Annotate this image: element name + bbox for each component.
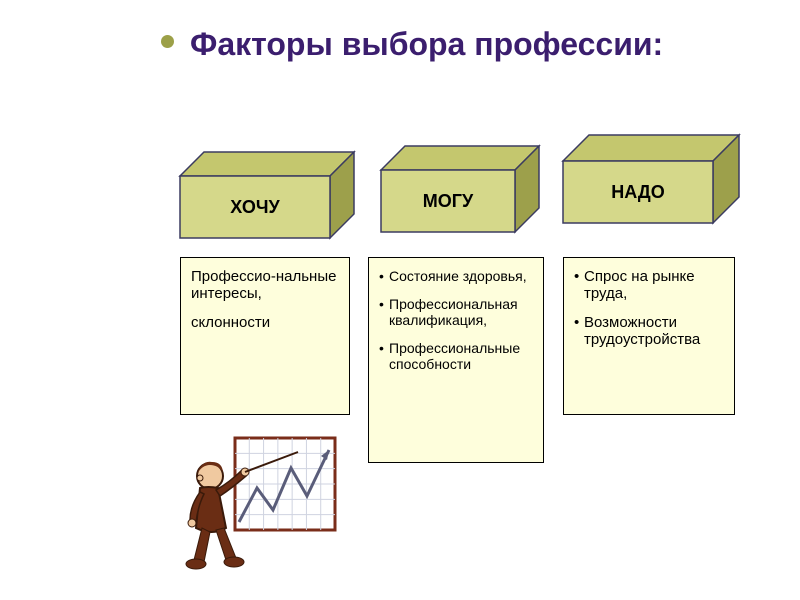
box-can: МОГУ [381, 146, 539, 232]
box-label: НАДО [563, 161, 713, 223]
box-label: ХОЧУ [180, 176, 330, 238]
textbox-list: Состояние здоровья, Профессиональная квал… [379, 268, 533, 372]
textbox-list-item: Профессиональная квалификация, [379, 296, 533, 328]
textbox-want: Профессио-нальные интересы, склонности [180, 257, 350, 415]
chart-presenter-icon [180, 432, 340, 572]
page-title: Факторы выбора профессии: [190, 26, 670, 63]
box-label: МОГУ [381, 170, 515, 232]
textbox-paragraph: Профессио-нальные интересы, [191, 268, 339, 302]
box-want: ХОЧУ [180, 152, 354, 238]
box-need: НАДО [563, 135, 739, 223]
textbox-paragraph: склонности [191, 314, 339, 331]
textbox-list-item: Возможности трудоустройства [574, 314, 724, 348]
textbox-list: Спрос на рынке труда, Возможности трудоус… [574, 268, 724, 348]
textbox-list-item: Спрос на рынке труда, [574, 268, 724, 302]
title-bullet-icon [161, 35, 174, 48]
textbox-list-item: Состояние здоровья, [379, 268, 533, 284]
textbox-list-item: Профессиональные способности [379, 340, 533, 372]
textbox-can: Состояние здоровья, Профессиональная квал… [368, 257, 544, 463]
textbox-need: Спрос на рынке труда, Возможности трудоус… [563, 257, 735, 415]
